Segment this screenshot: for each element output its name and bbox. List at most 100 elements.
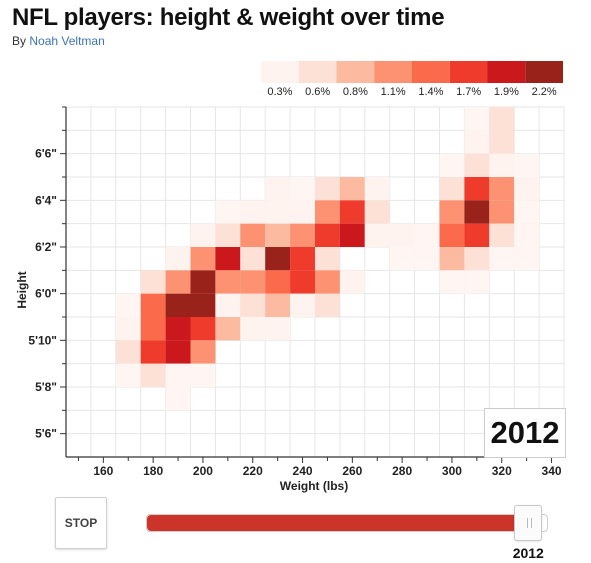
heatmap-cell [489,107,515,131]
y-tick-label: 6'0" [35,287,57,301]
heatmap-cell [265,200,291,224]
heatmap-cell [315,293,340,317]
legend-label: 1.7% [456,86,481,98]
heatmap-cell [240,247,266,271]
heatmap-cell [439,223,465,247]
heatmap-cell [265,177,291,201]
legend-label: 1.9% [494,86,519,98]
legend-swatch [298,61,337,83]
heatmap-cell [315,247,340,271]
heatmap-cell [115,317,141,341]
heatmap-cell [140,317,166,341]
slider-fill [147,515,530,531]
heatmap-cell [215,293,241,317]
y-axis-title: Height [15,271,29,308]
heatmap-cell [115,293,141,317]
heatmap-cell [464,177,490,201]
x-axis-title: Weight (lbs) [280,479,348,493]
heatmap-cell [464,223,490,247]
heatmap-cell [464,153,490,177]
heatmap-cell [489,130,515,154]
heatmap-cell [240,293,266,317]
heatmap-cell [364,223,390,247]
legend-label: 1.4% [418,86,443,98]
page-title: NFL players: height & weight over time [12,4,445,31]
slider-handle[interactable] [514,505,543,541]
heatmap-cell [489,153,515,177]
grip-icon [527,518,533,528]
heatmap-cell [190,340,216,364]
heatmap-cell [115,363,141,387]
heatmap-cell [339,270,365,294]
heatmap-cell [315,223,340,247]
heatmap-cell [165,270,191,294]
heatmap-chart: 0.3% 0.6% 0.8% 1.1% 1.4% 1.7% 1.9% 2.2% 160 180 2… [15,61,565,493]
heatmap-cell [290,270,315,294]
heatmap-cell [215,270,241,294]
byline-prefix: By [12,34,27,48]
heatmap-cell [514,247,540,271]
heatmap-cell [190,270,216,294]
x-tick-label: 160 [93,464,113,478]
heatmap-cell [439,153,465,177]
heatmap-cell [215,200,241,224]
heatmap-cell [315,200,340,224]
legend-swatch [412,61,450,83]
y-tick-label: 5'10" [28,333,57,347]
x-tick-label: 200 [193,464,213,478]
legend-swatch [261,61,299,83]
year-slider[interactable] [146,514,548,532]
heatmap-cell [265,293,291,317]
heatmap-cell [489,247,515,271]
heatmap-cell [364,177,390,201]
heatmap-cell [414,223,440,247]
heatmap-cell [140,340,166,364]
heatmap-cell [290,293,315,317]
legend-label: 0.3% [267,86,292,98]
heatmap-cell [414,247,440,271]
legend-swatch [487,61,526,83]
x-tick-label: 220 [243,464,263,478]
heatmap-cell [190,247,216,271]
heatmap-cell [464,200,490,224]
heatmap-cell [439,247,465,271]
author-link[interactable]: Noah Veltman [29,34,105,48]
heatmap-cell [240,270,266,294]
heatmap-cell [115,340,141,364]
stop-button[interactable]: STOP [55,497,107,549]
heatmap-cell [315,177,340,201]
x-tick-label: 280 [392,464,412,478]
heatmap-cell [165,317,191,341]
heatmap-cell [339,223,365,247]
plot-area: 160 180 200 220 240 260 280 300 320 340 5'6" 5'8" 5'… [28,106,565,478]
heatmap-cell [389,223,415,247]
heatmap-cell [190,293,216,317]
heatmap-cell [439,270,465,294]
heatmap-cell [165,293,191,317]
heatmap-cell [165,363,191,387]
heatmap-cell [514,223,540,247]
slider-value: 2012 [512,545,544,561]
heatmap-cell [514,153,540,177]
legend-label: 0.6% [305,86,330,98]
legend-label: 1.1% [381,86,406,98]
heatmap-cell [439,200,465,224]
heatmap-cell [215,247,241,271]
year-display: 2012 [484,408,566,458]
heatmap-cell [315,270,340,294]
heatmap-cell [140,293,166,317]
byline: By Noah Veltman [12,34,105,48]
y-tick-label: 6'4" [35,193,57,207]
heatmap-cell [215,223,241,247]
heatmap-cell [339,177,365,201]
heatmap-cell [464,270,490,294]
heatmap-cell [265,223,291,247]
legend-swatch [374,61,412,83]
heatmap-cell [290,200,315,224]
heatmap-cell [165,340,191,364]
heatmap-cell [464,247,490,271]
x-tick-label: 300 [442,464,462,478]
heatmap-cell [489,200,515,224]
heatmap-cell [240,223,266,247]
heatmap-cell [339,200,365,224]
